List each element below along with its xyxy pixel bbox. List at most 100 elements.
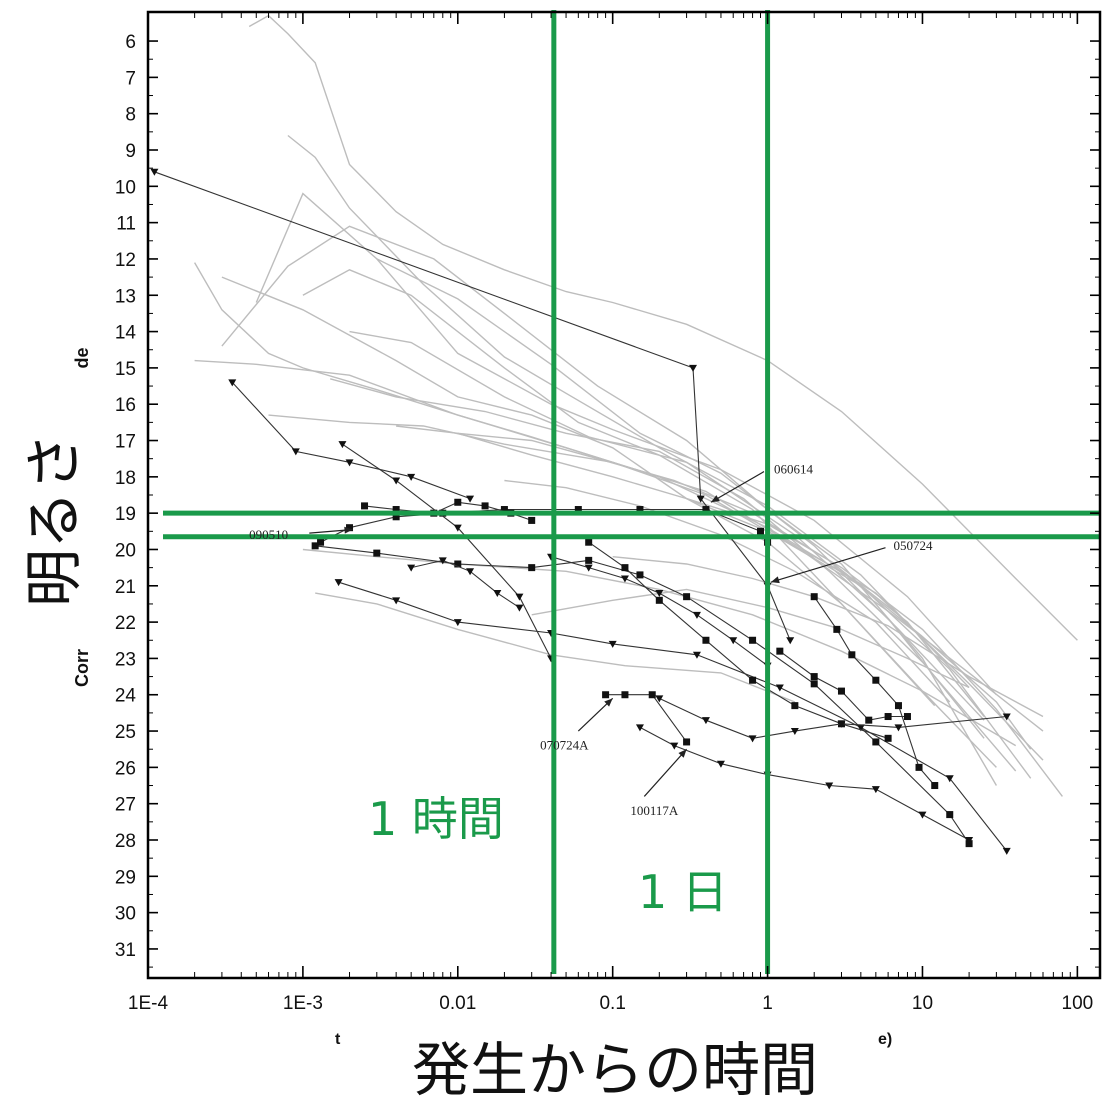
y-tick-label: 14 bbox=[115, 323, 137, 344]
dark-series-line bbox=[338, 581, 1008, 852]
y-tick-label: 25 bbox=[115, 722, 136, 743]
data-point-triangle bbox=[466, 495, 475, 503]
data-point-square bbox=[585, 556, 593, 564]
data-point-triangle bbox=[608, 640, 617, 648]
reference-lines-group bbox=[163, 10, 1100, 974]
data-point-triangle bbox=[338, 441, 347, 449]
data-point-triangle bbox=[655, 695, 664, 703]
annotation-arrowhead bbox=[770, 576, 780, 584]
annotation-arrowhead bbox=[678, 749, 687, 758]
x-axis-title-remnant-left: t bbox=[335, 1031, 341, 1048]
annotation-label: 070724A bbox=[540, 738, 589, 753]
gray-series-line bbox=[457, 432, 985, 717]
x-axis-title-remnant-right: e) bbox=[878, 1031, 892, 1048]
data-point-square bbox=[884, 734, 892, 742]
data-point-square bbox=[865, 716, 873, 724]
y-tick-label: 9 bbox=[125, 141, 136, 162]
axis-ticks-group: 6 7 8 9 10 11 12 13 14 15 16 17 18 19 20 21 22 23 24 25 26 27… bbox=[115, 12, 1100, 1014]
data-point-triangle bbox=[453, 619, 462, 627]
y-tick-label: 15 bbox=[115, 359, 136, 380]
y-tick-label: 12 bbox=[115, 250, 136, 271]
x-tick-label: 10 bbox=[912, 993, 933, 1014]
y-tick-label: 18 bbox=[115, 468, 136, 489]
data-point-triangle bbox=[729, 637, 738, 645]
data-point-square bbox=[585, 538, 593, 546]
data-point-square bbox=[317, 538, 325, 546]
data-point-square bbox=[810, 680, 818, 688]
y-axis-title: 明るさ bbox=[20, 433, 88, 607]
data-point-square bbox=[884, 713, 892, 721]
dark-series-group bbox=[150, 168, 1011, 855]
y-tick-label: 6 bbox=[125, 32, 136, 53]
data-point-square bbox=[392, 506, 400, 514]
data-point-triangle bbox=[945, 775, 954, 783]
data-point-triangle bbox=[692, 611, 701, 619]
y-tick-label: 31 bbox=[115, 940, 136, 961]
data-point-triangle bbox=[716, 760, 725, 768]
data-point-square bbox=[311, 542, 319, 550]
data-point-square bbox=[915, 763, 923, 771]
data-point-triangle bbox=[635, 724, 644, 732]
annotation-arrowhead bbox=[710, 495, 720, 503]
y-axis-title-remnant-top: de bbox=[72, 347, 92, 368]
data-point-square bbox=[621, 564, 629, 572]
y-tick-label: 13 bbox=[115, 286, 136, 307]
dark-series-line bbox=[605, 694, 688, 743]
data-point-triangle bbox=[894, 724, 903, 732]
data-point-triangle bbox=[150, 168, 159, 176]
data-point-square bbox=[346, 524, 354, 532]
y-axis-title-remnant-bottom: Corr bbox=[72, 649, 92, 687]
data-point-square bbox=[500, 506, 508, 514]
data-point-square bbox=[574, 506, 582, 514]
data-point-square bbox=[621, 691, 629, 699]
annotation-label: 090510 bbox=[249, 527, 288, 542]
data-point-triangle bbox=[515, 593, 524, 601]
data-point-square bbox=[791, 702, 799, 710]
data-point-triangle bbox=[688, 364, 697, 372]
data-point-square bbox=[872, 676, 880, 684]
y-tick-label: 10 bbox=[115, 177, 136, 198]
data-point-triangle bbox=[584, 564, 593, 572]
data-point-triangle bbox=[466, 568, 475, 576]
y-tick-label: 8 bbox=[125, 105, 136, 126]
data-point-square bbox=[655, 596, 663, 604]
y-tick-label: 7 bbox=[125, 68, 136, 89]
data-point-square bbox=[454, 560, 462, 568]
y-tick-label: 20 bbox=[115, 540, 136, 561]
data-point-triangle bbox=[392, 477, 401, 485]
data-point-square bbox=[683, 593, 691, 601]
annotation-label: 100117A bbox=[630, 803, 679, 818]
gray-series-line bbox=[255, 192, 997, 696]
y-tick-label: 28 bbox=[115, 831, 136, 852]
data-point-triangle bbox=[407, 473, 416, 481]
data-point-square bbox=[683, 738, 691, 746]
data-point-triangle bbox=[620, 575, 629, 583]
x-tick-label: 0.01 bbox=[439, 993, 476, 1014]
y-tick-label: 30 bbox=[115, 904, 136, 925]
data-point-square bbox=[602, 691, 610, 699]
data-point-square bbox=[636, 571, 644, 579]
data-point-triangle bbox=[345, 459, 354, 467]
data-point-square bbox=[481, 502, 489, 510]
x-axis-title: 発生からの時間 bbox=[412, 1036, 818, 1103]
x-tick-label: 1E-3 bbox=[283, 993, 323, 1014]
gray-series-line bbox=[315, 592, 796, 703]
data-point-square bbox=[894, 702, 902, 710]
gray-series-line bbox=[302, 269, 936, 707]
gray-series-line bbox=[330, 378, 1017, 772]
data-point-triangle bbox=[856, 724, 865, 732]
data-point-triangle bbox=[837, 720, 846, 728]
data-point-square bbox=[749, 636, 757, 644]
data-point-square bbox=[361, 502, 369, 510]
dark-series-line bbox=[315, 545, 970, 844]
data-point-square bbox=[373, 549, 381, 557]
y-tick-label: 26 bbox=[115, 758, 136, 779]
data-point-square bbox=[528, 564, 536, 572]
y-tick-label: 22 bbox=[115, 613, 136, 634]
gray-series-line bbox=[221, 225, 998, 786]
y-tick-label: 29 bbox=[115, 867, 136, 888]
annotation-arrowhead bbox=[344, 526, 353, 534]
y-tick-label: 17 bbox=[115, 432, 136, 453]
y-tick-label: 19 bbox=[115, 504, 136, 525]
